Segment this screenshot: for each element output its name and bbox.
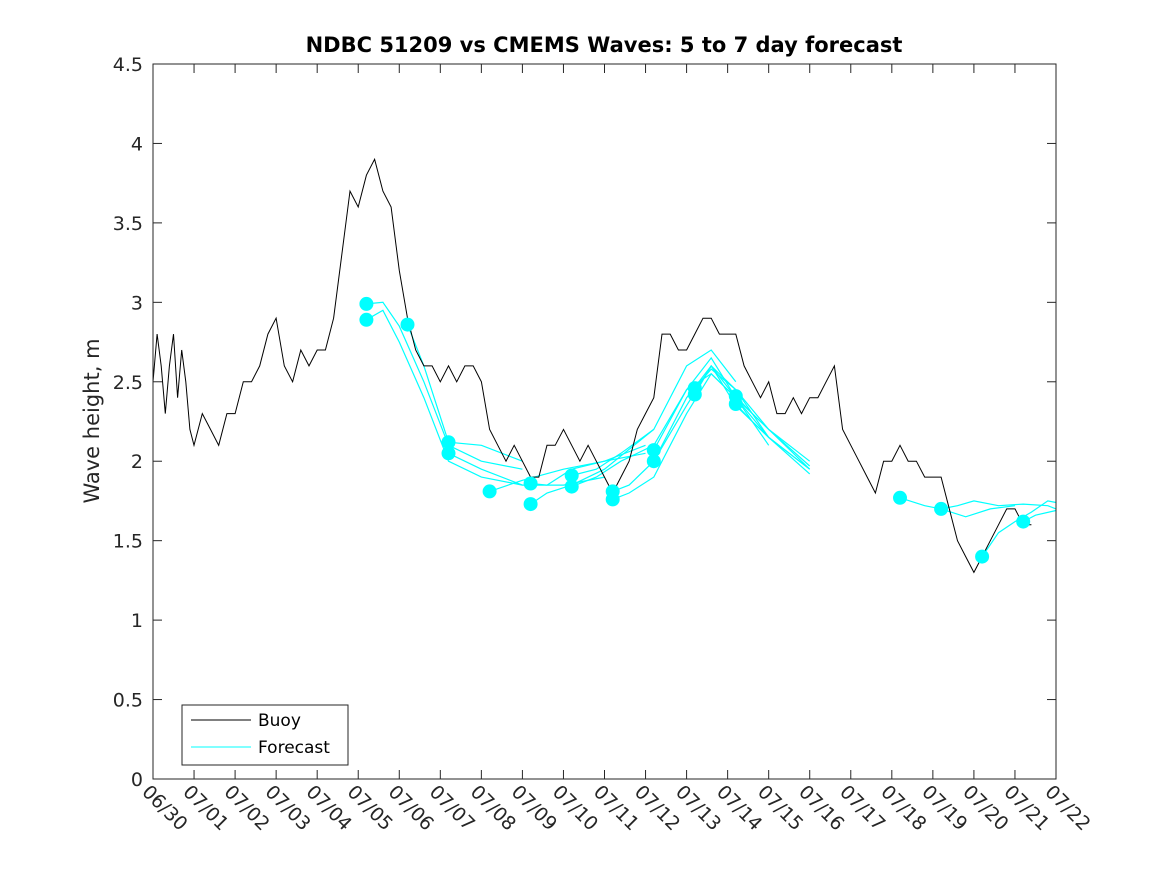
forecast-line-18 <box>899 497 1016 518</box>
y-tick-label-9: 4.5 <box>113 54 143 76</box>
plot-area <box>153 64 1056 779</box>
forecast-marker-3 <box>400 317 415 332</box>
y-tick-label-3: 1.5 <box>113 531 143 553</box>
forecast-marker-5 <box>441 435 456 450</box>
forecast-line-16 <box>735 403 811 470</box>
forecast-marker-2 <box>359 296 374 311</box>
forecast-marker-10 <box>564 468 579 483</box>
forecast-marker-1 <box>359 312 374 327</box>
y-tick-label-0: 0 <box>131 769 143 791</box>
y-tick-label-2: 1 <box>131 610 143 632</box>
legend-forecast-label: Forecast <box>258 738 330 758</box>
forecast-line-19 <box>940 500 1057 510</box>
forecast-marker-22 <box>1016 514 1031 529</box>
forecast-marker-13 <box>646 454 661 469</box>
forecast-marker-18 <box>728 389 743 404</box>
plot-background <box>153 64 1056 779</box>
forecast-marker-16 <box>687 381 702 396</box>
y-tick-label-5: 2.5 <box>113 372 143 394</box>
forecast-markers <box>359 296 1031 564</box>
chart-title: NDBC 51209 vs CMEMS Waves: 5 to 7 day fo… <box>306 33 903 57</box>
legend: Buoy Forecast <box>181 704 349 766</box>
forecast-marker-14 <box>646 443 661 458</box>
forecast-line-17 <box>735 395 811 467</box>
y-tick-label-8: 4 <box>131 133 143 155</box>
buoy-line <box>152 157 1032 574</box>
forecast-line-2 <box>366 301 523 470</box>
forecast-marker-8 <box>523 497 538 512</box>
legend-box <box>181 704 349 766</box>
y-tick-label-4: 2 <box>131 451 143 473</box>
y-tick-label-1: 0.5 <box>113 690 143 712</box>
forecast-line-9 <box>571 349 737 477</box>
forecast-marker-12 <box>605 484 620 499</box>
forecast-line-1 <box>366 309 523 486</box>
forecast-marker-7 <box>523 476 538 491</box>
y-axis-label: Wave height, m <box>80 338 104 503</box>
forecast-marker-6 <box>482 484 497 499</box>
buoy-series-line <box>152 157 1032 574</box>
forecast-marker-20 <box>934 501 949 516</box>
legend-buoy-label: Buoy <box>258 711 301 731</box>
forecast-marker-21 <box>975 549 990 564</box>
forecast-marker-9 <box>564 479 579 494</box>
y-tick-label-6: 3 <box>131 292 143 314</box>
forecast-marker-4 <box>441 446 456 461</box>
forecast-marker-19 <box>893 490 907 505</box>
y-tick-label-7: 3.5 <box>113 213 143 235</box>
